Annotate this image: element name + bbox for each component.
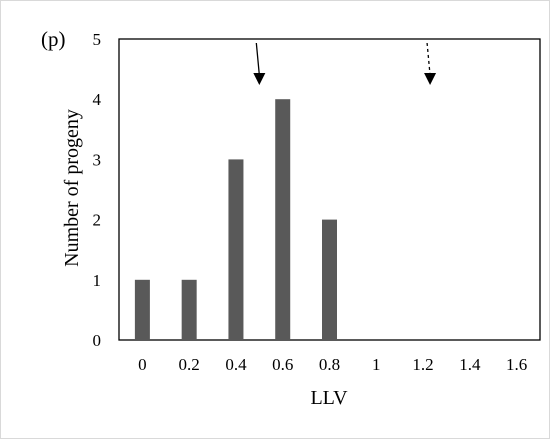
y-tick-label: 0 (93, 331, 102, 350)
x-axis-title: LLV (310, 387, 348, 409)
x-tick-label: 1.2 (412, 355, 433, 374)
solid-arrow-annotation (253, 42, 266, 85)
dashed-arrow-annotation (424, 42, 437, 85)
bar (134, 279, 150, 340)
x-tick-label: 0.2 (179, 355, 200, 374)
x-tick-label: 0 (138, 355, 147, 374)
x-tick-label: 0.8 (319, 355, 340, 374)
y-tick-label: 2 (93, 211, 102, 230)
bar (228, 159, 244, 340)
y-axis-title: Number of progeny (61, 109, 83, 267)
x-tick-label: 0.6 (272, 355, 293, 374)
y-tick-label: 5 (93, 30, 102, 49)
x-tick-label: 1.6 (506, 355, 527, 374)
bar (275, 99, 291, 340)
bar (181, 279, 197, 340)
y-tick-label: 4 (93, 90, 102, 109)
x-tick-label: 1 (372, 355, 381, 374)
panel-label: (p) (41, 27, 66, 51)
x-tick-label: 0.4 (225, 355, 247, 374)
x-tick-label: 1.4 (459, 355, 481, 374)
bar (322, 219, 337, 340)
y-tick-label: 3 (93, 150, 102, 169)
y-tick-label: 1 (93, 271, 102, 290)
plot-area: 0 1 2 3 4 5 0 0.2 0.4 0.6 0.8 1 1.2 1.4 1.6 (93, 30, 541, 374)
